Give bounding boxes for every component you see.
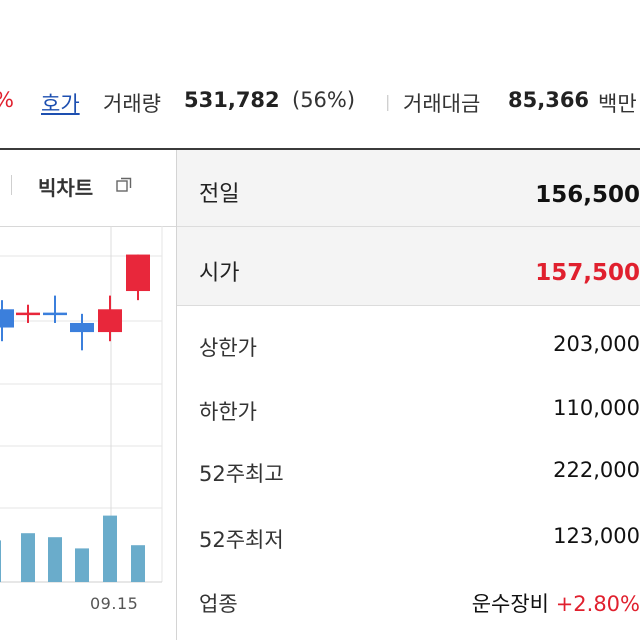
volume-bar — [131, 545, 145, 582]
prev-close-label: 전일 — [199, 182, 240, 207]
candle-body — [70, 322, 94, 333]
volume-bar — [21, 533, 35, 582]
row-divider — [177, 305, 640, 306]
info-row-prev-close: 전일 156,500 — [177, 150, 640, 226]
open-label: 시가 — [199, 261, 240, 286]
panel-divider — [176, 150, 177, 640]
info-row-upper-limit: 상한가 203,000 — [177, 306, 640, 384]
52w-low-value: 123,000 — [553, 524, 640, 548]
candle-body — [126, 254, 150, 292]
chart-header-rule — [0, 226, 176, 227]
lower-limit-value: 110,000 — [553, 396, 640, 420]
info-row-open: 시가 157,500 — [177, 227, 640, 305]
section-top-rule — [0, 148, 640, 150]
candle-body — [98, 309, 122, 333]
row-divider — [177, 226, 640, 227]
x-tick-label: 09.15 — [90, 594, 139, 613]
change-percent-tail: % — [0, 88, 14, 112]
volume-value: 531,782 — [184, 88, 280, 112]
sector-name-link[interactable]: 운수장비 — [471, 592, 549, 616]
52w-high-label: 52주최고 — [199, 462, 284, 486]
volume-ratio: (56%) — [292, 88, 356, 112]
candlestick-chart[interactable] — [0, 226, 176, 640]
prev-close-value: 156,500 — [535, 182, 640, 208]
tab-separator — [11, 175, 12, 195]
candle-body — [0, 309, 14, 328]
info-row-52w-high: 52주최고 222,000 — [177, 446, 640, 510]
sector-change-rate: +2.80% — [555, 592, 640, 616]
volume-bar — [103, 515, 117, 582]
sector-label: 업종 — [199, 592, 238, 616]
52w-high-value: 222,000 — [553, 458, 640, 482]
lower-limit-label: 하한가 — [199, 400, 257, 424]
trade-amount-label: 거래대금 — [403, 92, 481, 116]
52w-low-label: 52주최저 — [199, 528, 284, 552]
popup-window-icon[interactable] — [116, 177, 132, 193]
trade-amount-unit: 백만 — [598, 92, 637, 116]
trade-amount-value: 85,366 — [508, 88, 590, 112]
sector-value: 운수장비 +2.80% — [472, 588, 640, 618]
volume-bar — [75, 548, 89, 582]
bigchart-link[interactable]: 빅차트 — [38, 176, 94, 200]
hoga-link[interactable]: 호가 — [41, 92, 80, 116]
trade-summary-bar: % 호가 거래량 531,782 (56%) | 거래대금 85,366 백만 — [0, 82, 640, 126]
info-row-52w-low: 52주최저 123,000 — [177, 510, 640, 574]
volume-bar — [48, 537, 62, 582]
volume-label: 거래량 — [103, 92, 161, 116]
upper-limit-label: 상한가 — [199, 336, 257, 360]
volume-bar — [0, 540, 1, 582]
info-row-sector: 업종 운수장비 +2.80% — [177, 574, 640, 640]
upper-limit-value: 203,000 — [553, 332, 640, 356]
open-value: 157,500 — [535, 260, 640, 286]
chart-header — [0, 150, 176, 226]
separator: | — [385, 92, 391, 111]
info-row-lower-limit: 하한가 110,000 — [177, 384, 640, 446]
